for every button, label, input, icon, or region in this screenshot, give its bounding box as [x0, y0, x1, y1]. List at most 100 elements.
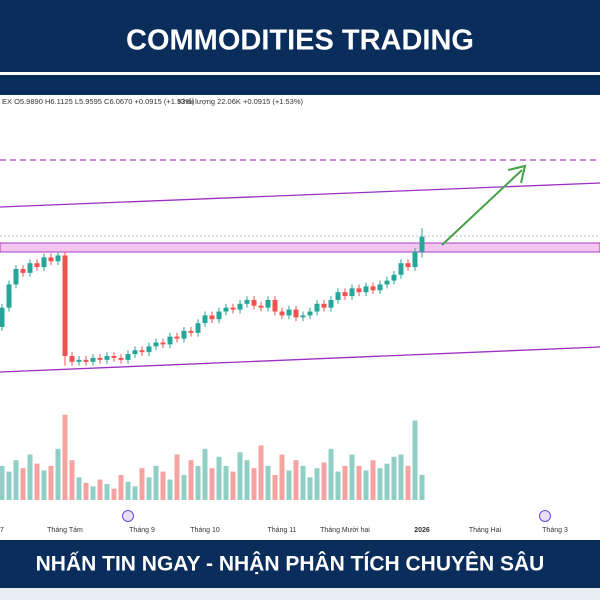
ohlc-header: EX O5.9890 H6.1125 L5.9595 C6.0670 +0.09…: [2, 97, 195, 106]
candle-body: [13, 269, 19, 285]
x-tick-label: Tháng 10: [190, 527, 220, 534]
volume-bar: [181, 475, 187, 500]
volume-bar: [62, 414, 68, 500]
event-icon[interactable]: [539, 510, 551, 522]
volume-bar: [230, 471, 236, 500]
candle-body: [41, 257, 47, 268]
x-tick-label: 2026: [414, 527, 430, 534]
volume-bar: [139, 468, 145, 500]
title-banner: [0, 0, 600, 72]
candle-body: [118, 357, 124, 360]
candle-body: [307, 311, 313, 316]
candle-body: [76, 359, 82, 362]
volume-bar: [34, 463, 40, 500]
arrow-head: [507, 164, 527, 184]
cta-banner[interactable]: [0, 540, 600, 588]
volume-bar: [391, 456, 397, 500]
volume-bar: [265, 465, 271, 500]
volume-bar: [0, 465, 5, 500]
candle-body: [349, 288, 355, 297]
channel-upper: [0, 182, 600, 208]
volume-bar: [209, 468, 215, 500]
candle-body: [174, 336, 180, 339]
volume-bar: [41, 470, 47, 500]
volume-bar: [405, 465, 411, 500]
x-tick-label: Tháng 9: [129, 527, 155, 534]
candle-body: [342, 292, 348, 297]
candle-body: [181, 330, 187, 339]
volume-bar: [237, 452, 243, 500]
volume-header: Khối lượng 22.06K +0.0915 (+1.53%): [178, 97, 304, 106]
candle-body: [286, 309, 292, 316]
candle-body: [230, 307, 236, 310]
candle-body: [48, 257, 54, 262]
volume-bar: [202, 448, 208, 500]
volume-bar: [342, 465, 348, 500]
candle-body: [223, 307, 229, 312]
candle-body: [216, 311, 222, 320]
candle-body: [314, 303, 320, 312]
volume-bar: [153, 465, 159, 500]
candle-body: [209, 315, 215, 320]
candle-body: [188, 330, 194, 333]
volume-bar: [314, 468, 320, 500]
volume-bar: [335, 471, 341, 500]
volume-bar: [27, 454, 33, 500]
candle-body: [412, 251, 418, 268]
chart-area: [0, 95, 600, 540]
volume-bar: [223, 465, 229, 500]
candle-body: [237, 303, 243, 310]
candle-body: [139, 350, 145, 353]
candle-body: [90, 357, 96, 362]
volume-bar: [90, 486, 96, 500]
volume-bar: [76, 477, 82, 500]
candle-body: [34, 263, 40, 268]
volume-bar: [104, 484, 110, 500]
arrow: [441, 169, 523, 246]
volume-bar: [97, 479, 103, 500]
volume-bar: [48, 465, 54, 500]
volume-bar: [216, 456, 222, 500]
cta-text[interactable]: NHẤN TIN NGAY - NHẬN PHÂN TÍCH CHUYÊN SÂ…: [36, 552, 545, 576]
volume-bar: [398, 454, 404, 500]
volume-bar: [356, 465, 362, 500]
candle-body: [153, 342, 159, 347]
candle-body: [300, 315, 306, 318]
volume-bar: [167, 479, 173, 500]
volume-bar: [6, 471, 12, 500]
event-icon[interactable]: [122, 510, 134, 522]
candle-body: [55, 255, 61, 262]
candle-body: [202, 315, 208, 324]
candle-body: [20, 269, 26, 273]
volume-bar: [69, 460, 75, 500]
candle-body: [384, 280, 390, 285]
candle-body: [265, 299, 271, 308]
candle-body: [391, 274, 397, 281]
x-tick-label: Tháng 11: [267, 527, 296, 534]
volume-bar: [412, 420, 418, 500]
volume-bar: [286, 470, 292, 500]
candle-body: [335, 292, 341, 300]
volume-bar: [55, 448, 61, 500]
chart-title: COMMODITIES TRADING: [126, 25, 474, 57]
candle-body: [69, 356, 75, 362]
candle-body: [167, 336, 173, 345]
volume-bar: [195, 465, 201, 500]
candle-body: [62, 255, 68, 356]
candle-body: [195, 323, 201, 333]
volume-bar: [244, 460, 250, 500]
candle-body: [377, 284, 383, 291]
candle-body: [328, 299, 334, 308]
volume-bar: [83, 482, 89, 500]
x-tick-label: Tháng Hai: [469, 527, 502, 534]
candle-body: [111, 356, 117, 358]
channel-lower: [0, 346, 600, 373]
volume-bar: [258, 445, 264, 500]
volume-bar: [188, 460, 194, 500]
volume-bar: [13, 460, 19, 500]
volume-bar: [370, 460, 376, 500]
candle-body: [370, 286, 376, 291]
candle-body: [405, 263, 411, 268]
